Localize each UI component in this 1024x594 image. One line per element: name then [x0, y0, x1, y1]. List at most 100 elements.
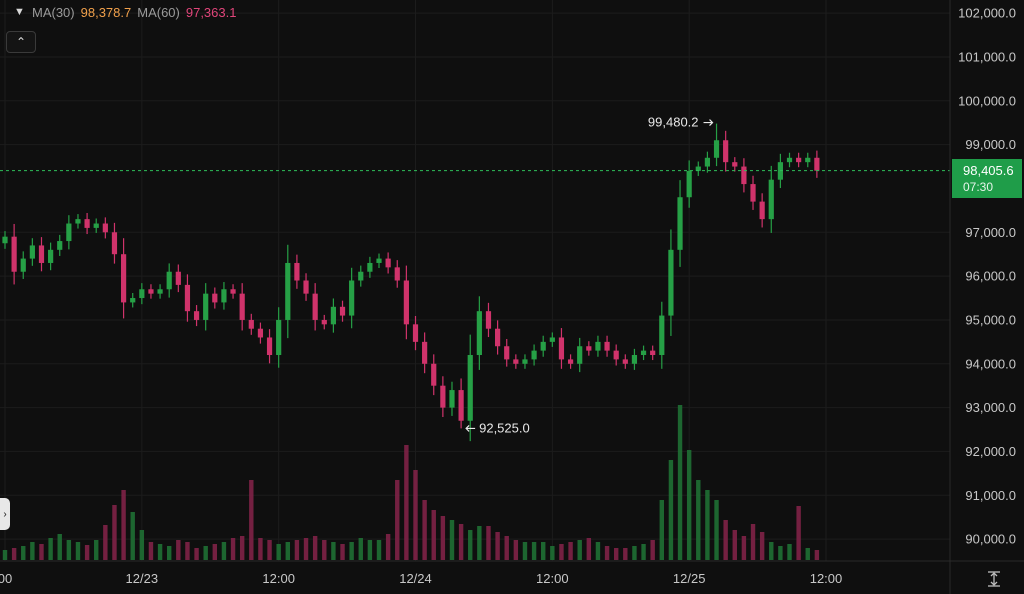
- candle-body: [193, 311, 200, 320]
- candle-body: [422, 341, 428, 364]
- candle-body: [84, 219, 90, 228]
- candle-body: [713, 140, 720, 158]
- candle-body: [531, 350, 537, 360]
- volume-bar: [194, 548, 199, 560]
- high-annotation: 99,480.2: [648, 115, 699, 130]
- volume-bar: [686, 450, 692, 560]
- volume-bar: [94, 540, 99, 560]
- volume-bar: [157, 544, 163, 560]
- candle-body: [239, 293, 245, 320]
- candle-body: [376, 258, 382, 263]
- candles: [2, 123, 820, 442]
- price-tick-label: 102,000.0: [958, 6, 1016, 21]
- volume-bar: [604, 546, 610, 560]
- volume-bar: [714, 500, 719, 560]
- candle-body: [768, 179, 774, 220]
- volume-bar: [759, 532, 765, 560]
- candle-body: [120, 254, 127, 303]
- volume-bar: [586, 538, 592, 560]
- time-tick-label: 12:00: [810, 571, 843, 586]
- candle-body: [358, 271, 364, 281]
- volume-bar: [66, 540, 72, 560]
- candle-body: [385, 258, 391, 268]
- candle-body: [175, 271, 181, 285]
- candle-body: [75, 219, 81, 224]
- collapse-legend-button[interactable]: ⌃: [6, 31, 36, 53]
- indicator-legend: ▼ MA(30) 98,378.7 MA(60) 97,363.1: [14, 4, 236, 20]
- candle-body: [294, 262, 300, 281]
- candle-body: [257, 328, 264, 338]
- volume-bar: [185, 542, 190, 560]
- volume-bar: [340, 544, 345, 560]
- candle-body: [349, 280, 355, 316]
- candle-body: [184, 284, 191, 312]
- volume-bar: [57, 534, 62, 560]
- candle-body: [111, 232, 118, 255]
- candle-body: [759, 201, 765, 220]
- chevron-down-icon[interactable]: ▼: [14, 6, 25, 18]
- scale-icon[interactable]: [984, 569, 1004, 589]
- candle-body: [203, 293, 209, 320]
- volume-bar: [312, 536, 318, 560]
- volume-bar: [294, 540, 300, 560]
- chevron-right-icon: ›: [3, 508, 7, 520]
- volume-bar: [349, 542, 354, 560]
- volume-bar: [650, 540, 655, 560]
- current-price-value: 98,405.6: [963, 162, 1014, 178]
- volume-bar: [623, 548, 628, 560]
- ma60-label: MA(60): [137, 4, 180, 20]
- candle-body: [741, 166, 747, 185]
- price-tick-label: 96,000.0: [965, 269, 1016, 284]
- annotations: 99,480.2 92,525.0: [465, 115, 714, 435]
- volume-bar: [595, 542, 601, 560]
- time-tick-label: 12/24: [399, 571, 432, 586]
- volume-bar: [121, 490, 126, 560]
- side-panel-handle[interactable]: ›: [0, 498, 10, 530]
- candle-body: [440, 385, 446, 408]
- volume-bar: [84, 545, 90, 560]
- candle-body: [650, 350, 656, 356]
- candle-body: [695, 166, 701, 171]
- candle-body: [613, 350, 619, 360]
- candle-body: [604, 341, 610, 351]
- time-tick-label: 12/23: [126, 571, 159, 586]
- candle-body: [458, 390, 464, 421]
- volume-bar: [303, 538, 309, 560]
- volume-bar: [130, 512, 135, 560]
- volume-bar: [203, 546, 208, 560]
- volume-bar: [30, 542, 35, 560]
- ma30-label: MA(30): [32, 4, 75, 20]
- candle-body: [148, 289, 154, 294]
- candle-body: [540, 341, 546, 351]
- price-tick-label: 94,000.0: [965, 356, 1016, 371]
- volume-bar: [814, 550, 820, 560]
- volume-bar: [723, 520, 728, 560]
- candle-body: [577, 346, 583, 364]
- candle-body: [640, 350, 647, 356]
- candle-body: [659, 315, 665, 356]
- candle-body: [157, 289, 163, 294]
- volume-bar: [139, 530, 145, 560]
- volume-bar: [258, 538, 263, 560]
- candle-body: [38, 245, 45, 263]
- price-axis[interactable]: 102,000.0 101,000.0 100,000.0 99,000.0 97,00…: [958, 6, 1016, 547]
- candle-body: [549, 337, 555, 342]
- candle-body: [567, 359, 574, 364]
- price-tick-label: 100,000.0: [958, 93, 1016, 108]
- volume-bar: [732, 530, 737, 560]
- time-axis[interactable]: 00 12/23 12:00 12/24 12:00 12/25 12:00: [0, 571, 842, 586]
- candle-body: [403, 280, 409, 325]
- candle-body: [130, 298, 136, 303]
- volume-bar: [659, 500, 664, 560]
- candle-body: [504, 346, 510, 360]
- volume-bar: [668, 460, 674, 560]
- candle-body: [394, 267, 400, 281]
- candle-countdown: 07:30: [963, 179, 994, 194]
- candle-body: [513, 359, 519, 364]
- volume-bar: [239, 536, 245, 560]
- volume-bar: [395, 480, 400, 560]
- volume-bar: [148, 542, 154, 560]
- volume-bar: [48, 538, 53, 560]
- volume-bar: [285, 542, 290, 560]
